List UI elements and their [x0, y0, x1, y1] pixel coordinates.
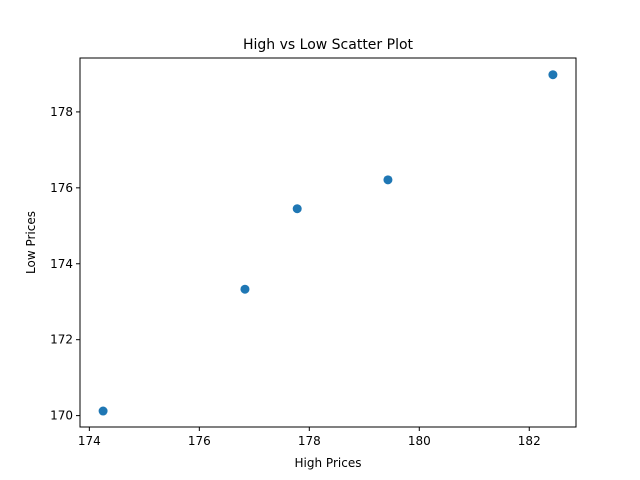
y-tick-label: 176 [50, 181, 73, 195]
y-axis-label: Low Prices [24, 211, 38, 274]
y-tick-label: 172 [50, 333, 73, 347]
data-point [383, 175, 393, 185]
data-points [98, 70, 558, 416]
chart-title: High vs Low Scatter Plot [243, 37, 414, 53]
y-tick-label: 178 [50, 105, 73, 119]
x-tick-label: 180 [408, 434, 431, 448]
x-tick-label: 176 [188, 434, 211, 448]
y-tick-label: 170 [50, 409, 73, 423]
x-axis-ticks: 174 176 178 180 182 [78, 427, 541, 448]
x-axis-label: High Prices [295, 456, 362, 470]
plot-frame [79, 57, 577, 428]
data-point [240, 284, 250, 294]
data-point [98, 406, 108, 416]
x-tick-label: 182 [518, 434, 541, 448]
y-axis-ticks: 170 172 174 176 178 [50, 105, 80, 423]
x-tick-label: 178 [298, 434, 321, 448]
data-point [292, 204, 302, 214]
x-tick-label: 174 [78, 434, 101, 448]
y-tick-label: 174 [50, 257, 73, 271]
data-point [548, 70, 558, 80]
